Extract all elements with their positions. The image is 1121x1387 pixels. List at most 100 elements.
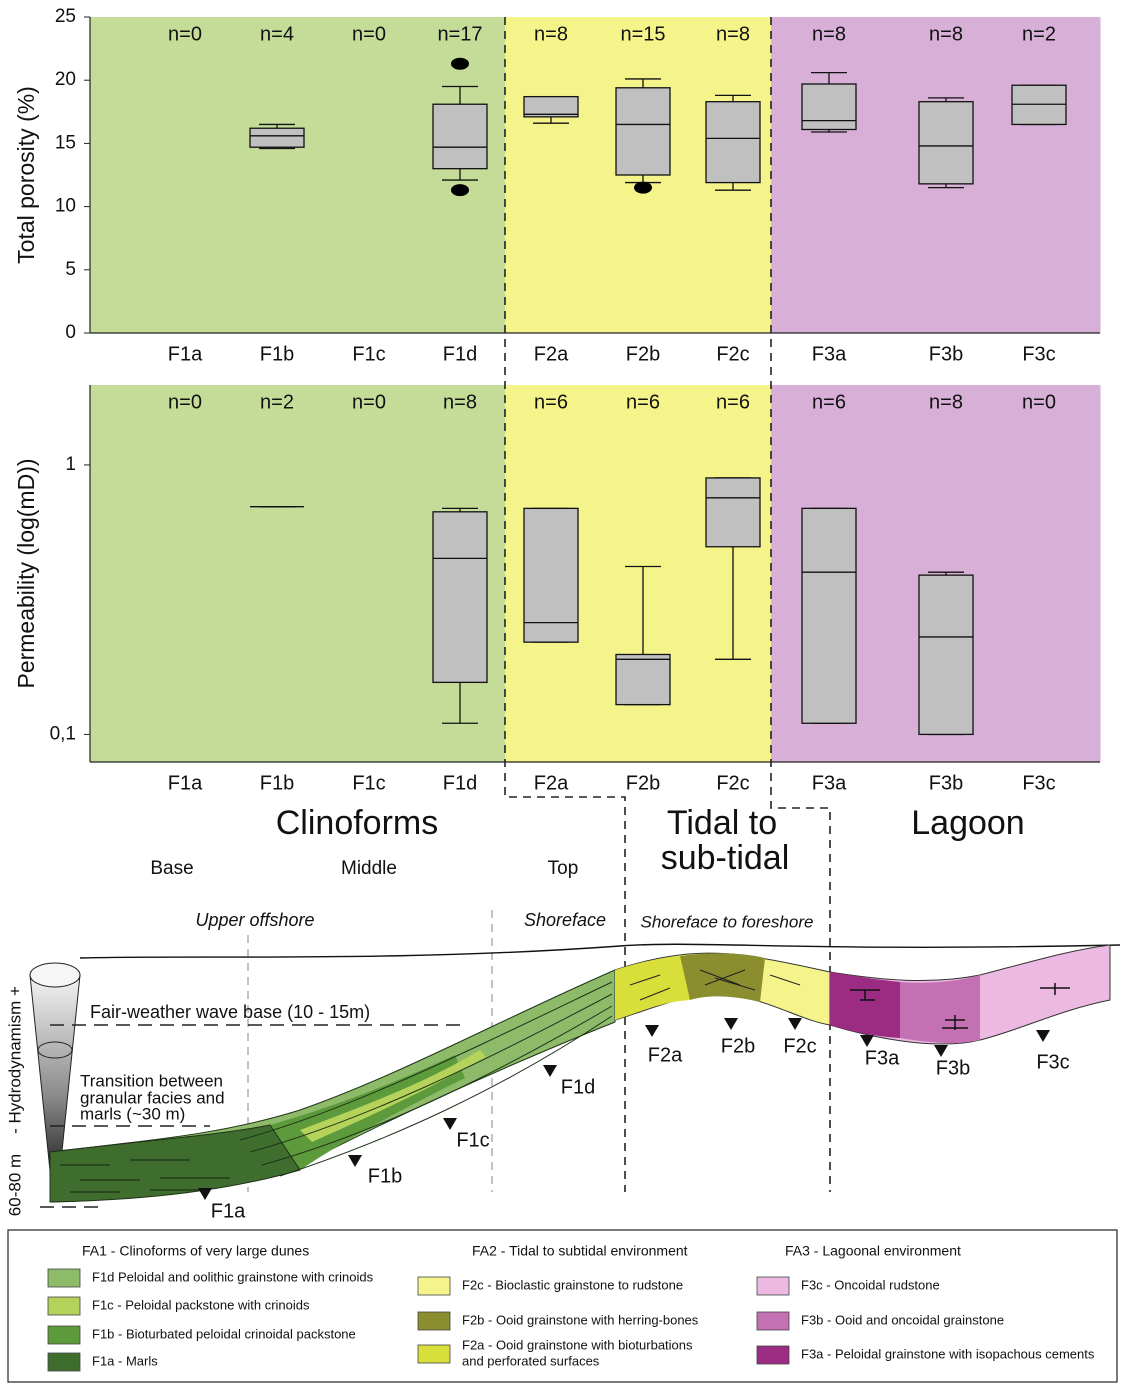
pointer — [724, 1018, 738, 1030]
symbols — [850, 983, 1070, 1030]
count-label: n=8 — [929, 23, 963, 45]
legend-label: F2c - Bioclastic grainstone to rudstone — [462, 1277, 683, 1292]
setting-label: Upper offshore — [195, 910, 314, 930]
x-tick-label: F2b — [626, 772, 660, 794]
legend-swatch — [417, 1311, 451, 1331]
zone-label: Top — [548, 858, 579, 879]
outlier — [451, 57, 469, 70]
chart: 0 5 10 15 20 25 Total porosity (%) F1a n=0 F1b n=4… — [13, 6, 1101, 365]
legend-title: FA2 - Tidal to subtidal environment — [472, 1243, 688, 1259]
x-tick-label: F3c — [1022, 343, 1055, 365]
facies-band — [771, 17, 888, 333]
facies-label: F2b — [721, 1035, 755, 1057]
pointer — [543, 1065, 557, 1077]
facies-band — [90, 385, 232, 762]
laminae — [239, 981, 613, 1177]
count-label: n=8 — [716, 23, 750, 45]
pointer — [860, 1035, 874, 1047]
facies-band — [688, 385, 772, 762]
facies-band — [231, 385, 324, 762]
charts: 0 5 10 15 20 25 Total porosity (%) F1a n=0 F1b n=4… — [13, 6, 1101, 794]
count-label: n=6 — [716, 391, 750, 413]
box — [705, 477, 761, 548]
group-label: Clinoforms — [276, 804, 438, 842]
setting-label: Shoreface — [524, 910, 606, 930]
pointer — [645, 1025, 659, 1037]
hydro-cone-top — [29, 962, 81, 988]
legend-swatch — [756, 1311, 790, 1331]
box — [249, 127, 305, 148]
legend-swatch — [417, 1276, 451, 1296]
x-tick-label: F1d — [443, 343, 477, 365]
legend-swatch — [47, 1352, 81, 1372]
box — [523, 507, 579, 643]
setting-label: Shoreface to foreshore — [641, 912, 814, 931]
pointer — [348, 1155, 362, 1167]
x-tick-label: F1a — [168, 772, 203, 794]
facies-band — [90, 17, 232, 333]
count-label: n=6 — [534, 391, 568, 413]
lagoon-body — [829, 944, 1111, 1045]
count-label: n=17 — [437, 23, 482, 45]
x-tick-label: F2c — [716, 772, 749, 794]
pointer — [788, 1018, 802, 1030]
pointer — [198, 1188, 212, 1200]
facies-band — [505, 17, 598, 333]
count-label: n=0 — [168, 23, 202, 45]
y-axis-label: Permeability (log(mD)) — [13, 458, 39, 688]
tidal-body — [614, 952, 831, 1026]
y-axis-label: Total porosity (%) — [13, 86, 39, 264]
legend-swatch — [417, 1344, 451, 1364]
legend-label: F2b - Ooid grainstone with herring-bones — [462, 1312, 699, 1327]
facies-f2b — [680, 953, 765, 1002]
legend-label: F1a - Marls — [92, 1353, 158, 1368]
pointer — [934, 1045, 948, 1057]
x-tick-label: F1b — [260, 772, 294, 794]
box — [918, 101, 974, 185]
y-tick-label: 0,1 — [50, 723, 76, 744]
laminae — [629, 969, 801, 1001]
box — [523, 95, 579, 118]
box — [705, 101, 761, 184]
legend-label: F3c - Oncoidal rudstone — [801, 1277, 940, 1292]
facies-pointers — [198, 1018, 1050, 1200]
box — [801, 507, 857, 724]
facies-f1a — [49, 1124, 301, 1203]
facies-label: F3b — [936, 1057, 970, 1079]
count-label: n=2 — [1022, 23, 1056, 45]
legend-label: F1c - Peloidal packstone with crinoids — [92, 1297, 310, 1312]
legend-swatch — [47, 1325, 81, 1345]
facies-f3b — [900, 975, 980, 1044]
count-label: n=0 — [1022, 391, 1056, 413]
facies-label: F1b — [368, 1165, 402, 1187]
facies-band — [992, 17, 1101, 333]
facies-f2a — [615, 956, 690, 1020]
hydro-label: - Hydrodynamism + — [5, 986, 24, 1134]
pointer — [443, 1118, 457, 1130]
depth-label: 60-80 m — [5, 1154, 24, 1216]
facies-label: F1c — [456, 1129, 489, 1151]
x-tick-label: F3a — [812, 343, 847, 365]
x-tick-label: F3b — [929, 343, 963, 365]
count-label: n=0 — [352, 23, 386, 45]
zone-label: Base — [150, 858, 193, 879]
box — [918, 574, 974, 736]
legend-swatch — [47, 1268, 81, 1288]
box — [615, 653, 671, 706]
legend-label: and perforated surfaces — [462, 1353, 600, 1368]
x-tick-label: F1c — [352, 772, 385, 794]
pointer — [1036, 1030, 1050, 1042]
box — [432, 103, 488, 170]
facies-label: F2c — [783, 1035, 816, 1057]
facies-label: F3a — [865, 1047, 900, 1069]
legend-label: F2a - Ooid grainstone with bioturbations — [462, 1337, 693, 1352]
facies-f3a — [830, 972, 900, 1038]
x-tick-label: F2b — [626, 343, 660, 365]
transition-label: marls (~30 m) — [80, 1104, 185, 1123]
legend-swatch — [756, 1276, 790, 1296]
count-label: n=8 — [929, 391, 963, 413]
sea-surface — [79, 943, 1121, 959]
count-label: n=6 — [812, 391, 846, 413]
x-tick-label: F3b — [929, 772, 963, 794]
x-tick-label: F1c — [352, 343, 385, 365]
